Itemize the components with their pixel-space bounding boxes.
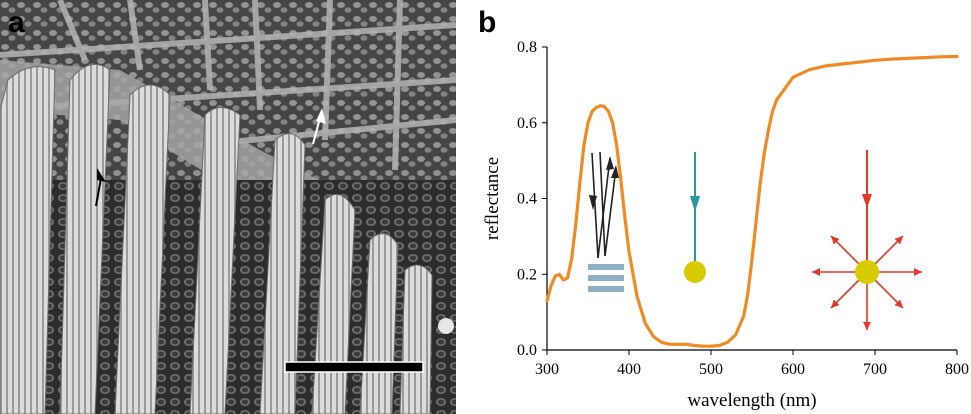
y-tick-label: 0.6	[517, 115, 537, 132]
reflectance-chart: 300 400 500 600 700 800 0.0 0.2 0.4 0.6 0.8 wavelen…	[470, 0, 971, 414]
absorption-icon	[684, 152, 706, 283]
x-tick-label: 400	[617, 361, 641, 378]
y-tick-label: 0.8	[517, 39, 537, 56]
panel-label-b: b	[478, 6, 497, 39]
scale-bar	[284, 361, 424, 373]
black-arrow-icon	[95, 168, 106, 207]
x-tick-label: 600	[781, 361, 805, 378]
y-tick-label: 0.2	[517, 266, 537, 283]
diffuse-scattering-icon	[812, 150, 922, 330]
y-tick-label: 0.4	[517, 191, 537, 208]
white-arrow-icon	[312, 108, 326, 145]
x-axis-label: wavelength (nm)	[687, 390, 816, 411]
x-tick-label: 800	[945, 361, 969, 378]
x-tick-label: 500	[699, 361, 723, 378]
x-tick-label: 300	[535, 361, 559, 378]
reflectance-series-line	[545, 54, 959, 348]
multilayer-reflection-icon	[588, 151, 624, 292]
x-tick-label: 700	[863, 361, 887, 378]
panel-label-a: a	[8, 6, 25, 39]
y-axis-label: reflectance	[482, 157, 503, 240]
y-tick-label: 0.0	[517, 342, 537, 359]
sem-micrograph: a	[0, 0, 456, 414]
chart-svg: 300 400 500 600 700 800 0.0 0.2 0.4 0.6 0.8 wavelen…	[482, 39, 969, 411]
sem-image	[0, 0, 456, 414]
